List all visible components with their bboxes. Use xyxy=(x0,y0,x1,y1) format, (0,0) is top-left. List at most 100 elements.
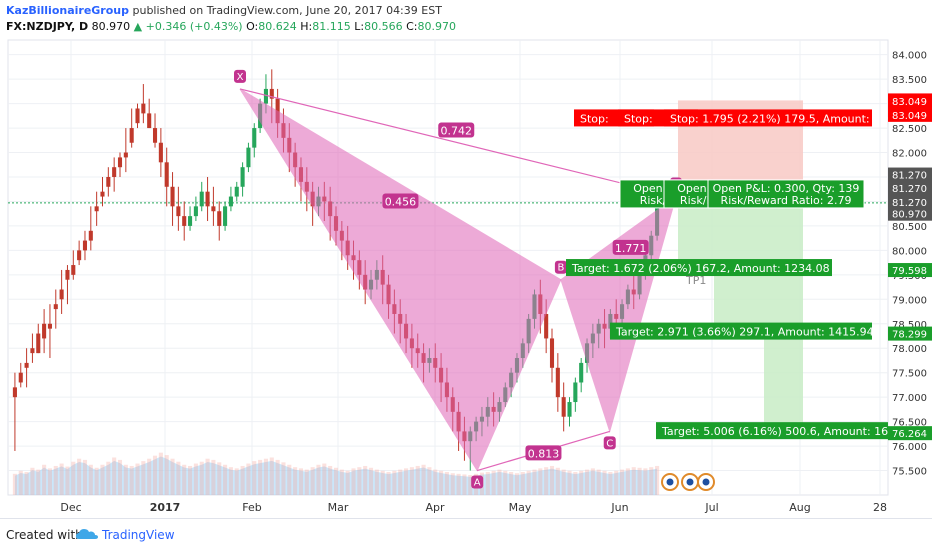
candle-body xyxy=(123,152,128,158)
volume-bar xyxy=(147,458,152,495)
tradingview-brand[interactable]: TradingView xyxy=(102,528,175,542)
volume-bar xyxy=(141,461,146,495)
price-badge-label: 83.049 xyxy=(892,97,927,108)
open-pl-label: Open P xyxy=(633,182,673,195)
publisher-name[interactable]: KazBillionaireGroup xyxy=(6,4,129,17)
up-arrow-icon: ▲ xyxy=(133,20,143,33)
ratio-label: 0.742 xyxy=(441,125,473,138)
volume-bar xyxy=(193,463,198,495)
volume-bar xyxy=(409,467,414,495)
volume-bar xyxy=(421,464,426,495)
stop-label: Stop: 1.795 (2.21%) 179.5, Amount: 750 xyxy=(670,112,894,125)
volume-bar xyxy=(65,466,70,495)
pattern-point-c-badge[interactable] xyxy=(603,436,616,450)
pattern-point-label: C xyxy=(606,438,613,449)
volume-bar xyxy=(614,470,619,495)
volume-bar xyxy=(112,457,117,495)
candle-body xyxy=(59,289,64,300)
tradingview-cloud-icon[interactable] xyxy=(76,527,98,541)
volume-bar xyxy=(596,469,601,495)
open-pl-label: Open P&L: 0.300, Qty: 139 xyxy=(713,182,860,195)
y-tick-label: 82.000 xyxy=(892,149,927,160)
stop-label-box xyxy=(664,109,872,127)
volume-bar xyxy=(30,467,35,495)
volume-bar xyxy=(298,468,304,495)
volume-bar xyxy=(602,470,607,495)
open-pl-label: Open P xyxy=(677,182,717,195)
volume-bar xyxy=(228,467,233,495)
candle-body xyxy=(193,206,198,217)
volume-bar xyxy=(158,452,163,495)
candle-body xyxy=(223,206,228,226)
volume-bar xyxy=(579,470,584,495)
ohlc-line: FX:NZDJPY, D 80.970 ▲ +0.346 (+0.43%) O:… xyxy=(6,20,456,33)
event-flag-dot xyxy=(666,478,674,486)
target-label-box xyxy=(610,322,872,340)
close-value: 80.970 xyxy=(417,20,456,33)
candle-body xyxy=(579,362,584,383)
close-label: C: xyxy=(406,20,418,33)
y-tick-label: 75.500 xyxy=(892,467,927,478)
volume-bar xyxy=(281,462,286,495)
volume-bar xyxy=(328,465,333,495)
candle-body xyxy=(112,167,117,177)
candle-body xyxy=(228,196,233,207)
price-badge-label: 83.049 xyxy=(892,111,927,122)
pattern-point-a-badge[interactable] xyxy=(471,475,484,489)
candle-body xyxy=(47,323,52,329)
price-badge xyxy=(888,206,932,221)
volume-bar xyxy=(94,467,99,495)
volume-bar xyxy=(316,464,321,495)
candle-body xyxy=(573,382,578,403)
volume-bar xyxy=(538,468,543,495)
candle-body xyxy=(170,186,175,207)
published-text: published on TradingView.com, June 20, 2… xyxy=(132,4,442,17)
candle-body xyxy=(100,191,105,197)
y-tick-label: 82.500 xyxy=(892,124,927,135)
volume-bar xyxy=(462,474,467,495)
volume-bar xyxy=(310,467,315,495)
candle-body xyxy=(12,387,17,398)
volume-bar xyxy=(497,469,502,495)
volume-bar xyxy=(123,464,128,495)
volume-bar xyxy=(415,465,420,495)
volume-bar xyxy=(509,472,514,495)
volume-bar xyxy=(59,463,64,495)
volume-bar xyxy=(555,467,560,495)
price-badge xyxy=(888,167,932,182)
candle-body xyxy=(42,323,47,339)
volume-bar xyxy=(211,459,216,495)
volume-bar xyxy=(176,461,181,495)
volume-bar xyxy=(503,470,508,495)
change-value: +0.346 (+0.43%) xyxy=(145,20,243,33)
target-label-box xyxy=(656,422,888,440)
pattern-point-b-badge[interactable] xyxy=(554,260,567,274)
event-flag-dot xyxy=(702,478,710,486)
pattern-point-x-badge[interactable] xyxy=(234,69,246,83)
volume-bar xyxy=(322,463,327,495)
candle-body xyxy=(567,402,572,417)
candle-body xyxy=(65,269,70,280)
volume-bar xyxy=(88,464,93,495)
x-tick-label: Feb xyxy=(242,501,261,514)
volume-bar xyxy=(368,467,374,495)
candle-body xyxy=(53,304,58,310)
x-tick-label: Apr xyxy=(425,501,445,514)
y-tick-label: 76.500 xyxy=(892,418,927,429)
volume-bar xyxy=(234,468,239,495)
x-tick-label: Jun xyxy=(610,501,628,514)
volume-bar xyxy=(456,473,461,495)
price-chart[interactable]: Dec2017FebMarAprMayJunJulAug28XABCD0.742… xyxy=(0,0,932,518)
price-badge-label: 81.270 xyxy=(892,184,927,195)
volume-bar xyxy=(485,472,490,495)
volume-bar xyxy=(573,472,578,495)
open-value: 80.624 xyxy=(258,20,297,33)
volume-bar xyxy=(164,455,169,495)
open-pl-box xyxy=(707,179,865,209)
open-label: O: xyxy=(246,20,259,33)
volume-bar xyxy=(590,468,595,495)
volume-bar xyxy=(275,459,280,495)
price-badge-label: 81.270 xyxy=(892,171,927,182)
event-flag-dot xyxy=(686,478,694,486)
volume-bar xyxy=(217,462,222,495)
